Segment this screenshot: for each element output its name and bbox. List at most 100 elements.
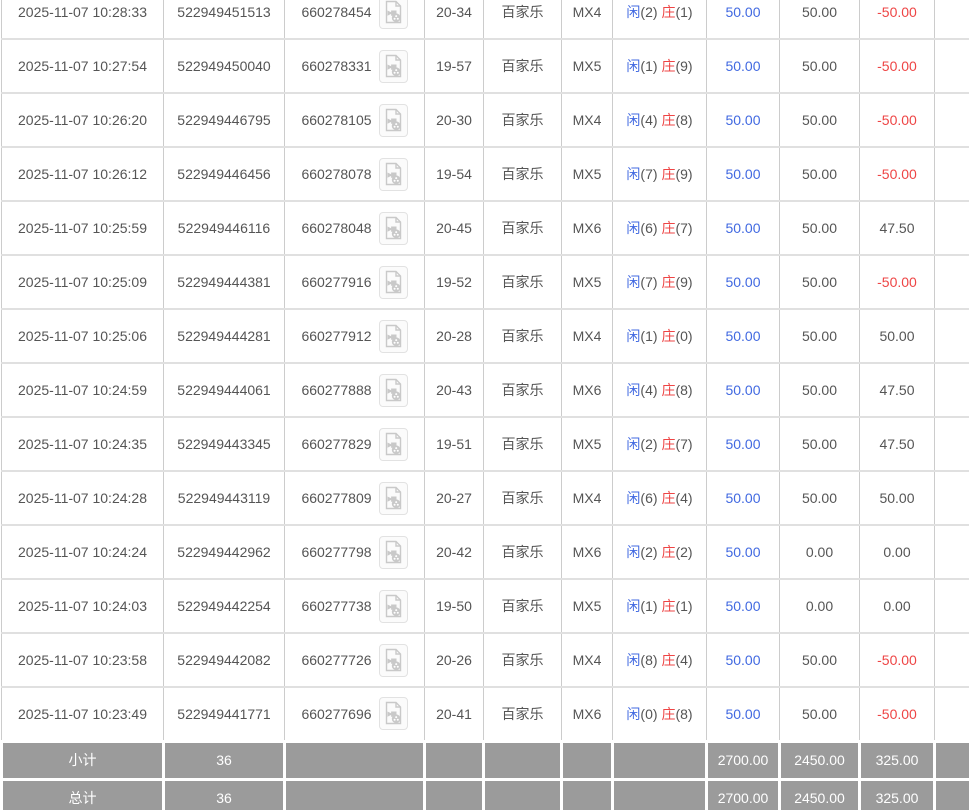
video-replay-button[interactable] [378,535,408,569]
cell-bet-id: 522949442962 [163,524,285,580]
cell-game-id: 660277829 [284,416,425,472]
cell-bet-time: 2025-11-07 10:28:33 [1,0,164,40]
cell-bet-time: 2025-11-07 10:26:12 [1,146,164,202]
game-id-text: 660277738 [301,598,372,614]
cell-game-name: 百家乐 [483,416,562,472]
cell-round: 19-57 [424,38,484,94]
cell-round: 20-26 [424,632,484,688]
game-id-text: 660277696 [301,705,372,722]
cell-empty [934,38,969,94]
bet-record-row: 2025-11-07 10:24:24 522949442962 6602777… [1,524,969,580]
player-result-count: (4) [640,112,658,128]
cell-bet-id: 522949446795 [163,92,285,148]
video-replay-button[interactable] [378,427,408,461]
total-empty-cell [423,777,485,810]
video-replay-button[interactable] [378,373,408,407]
cell-table-name: MX4 [561,92,613,148]
cell-payout: 47.50 [859,362,935,418]
cell-game-id: 660278105 [284,92,425,148]
cell-game-id: 660278048 [284,200,425,256]
player-result-char: 闲 [626,490,641,506]
banker-result-count: (7) [675,436,693,452]
cell-round: 19-50 [424,578,484,634]
cell-bet-id: 522949443119 [163,470,285,526]
video-replay-button[interactable] [378,0,408,29]
player-result-char: 闲 [626,58,641,74]
player-result-char: 闲 [626,166,641,182]
total-bet-total: 2700.00 [705,777,781,810]
video-replay-icon [385,324,401,347]
cell-table-name: MX5 [561,146,613,202]
cell-bet-id: 522949446116 [163,200,285,256]
game-id-text: 660277916 [301,274,372,290]
player-result-char: 闲 [626,544,641,560]
cell-table-name: MX5 [561,38,613,94]
cell-bet-amount: 50.00 [706,632,780,688]
banker-result-count: (9) [675,274,693,290]
player-result-char: 闲 [626,274,641,290]
table-footer: 小计 36 2700.00 2450.00 325.00 总计 36 [0,739,969,810]
banker-result-char: 庄 [661,598,676,614]
cell-game-name: 百家乐 [483,308,562,364]
video-replay-icon [385,486,401,509]
player-result-count: (1) [640,58,658,74]
cell-result: 闲(7) 庄(9) [612,254,707,310]
video-replay-button[interactable] [378,49,408,83]
cell-payout: -50.00 [859,0,935,40]
subtotal-empty-cell [482,739,563,781]
cell-bet-id: 522949446456 [163,146,285,202]
cell-game-name: 百家乐 [483,146,562,202]
video-replay-button[interactable] [378,211,408,245]
banker-result-count: (9) [675,166,693,182]
cell-empty [934,92,969,148]
cell-round: 20-27 [424,470,484,526]
cell-result: 闲(2) 庄(2) [612,524,707,580]
banker-result-char: 庄 [661,436,676,452]
cell-bet-id: 522949441771 [163,686,285,742]
cell-game-name: 百家乐 [483,362,562,418]
cell-result: 闲(1) 庄(0) [612,308,707,364]
cell-table-name: MX6 [561,200,613,256]
cell-bet-id: 522949444381 [163,254,285,310]
video-replay-button[interactable] [378,157,408,191]
cell-bet-id: 522949451513 [163,0,285,40]
total-empty-cell [560,777,614,810]
total-row: 总计 36 2700.00 2450.00 325.00 [0,777,969,810]
cell-bet-time: 2025-11-07 10:24:24 [1,524,164,580]
video-replay-button[interactable] [378,643,408,677]
cell-table-name: MX6 [561,686,613,742]
video-replay-button[interactable] [378,589,408,623]
game-id-text: 660277829 [301,436,372,452]
game-id-text: 660278331 [301,58,372,74]
bet-rows: 2025-11-07 10:28:33 522949451513 6602784… [1,0,969,742]
cell-result: 闲(2) 庄(1) [612,0,707,40]
video-replay-button[interactable] [378,265,408,299]
player-result-count: (2) [640,4,658,20]
total-empty-cell [283,777,426,810]
player-result-count: (1) [640,598,658,614]
cell-empty [934,146,969,202]
video-replay-button[interactable] [378,319,408,353]
subtotal-empty-cell [423,739,485,781]
video-replay-button[interactable] [378,481,408,515]
video-replay-button[interactable] [378,697,408,731]
cell-bet-amount: 50.00 [706,416,780,472]
video-replay-button[interactable] [378,103,408,137]
cell-empty [934,416,969,472]
cell-table-name: MX5 [561,254,613,310]
player-result-char: 闲 [626,328,641,344]
cell-round: 19-54 [424,146,484,202]
cell-result: 闲(6) 庄(7) [612,200,707,256]
video-replay-icon [385,0,401,23]
bet-record-row: 2025-11-07 10:25:09 522949444381 6602779… [1,254,969,310]
player-result-count: (7) [640,166,658,182]
banker-result-char: 庄 [661,705,676,722]
cell-payout: 0.00 [859,578,935,634]
bet-record-row: 2025-11-07 10:24:03 522949442254 6602777… [1,578,969,634]
cell-valid-amount: 50.00 [779,38,860,94]
cell-valid-amount: 50.00 [779,362,860,418]
banker-result-char: 庄 [661,652,676,668]
banker-result-count: (8) [675,705,693,722]
cell-table-name: MX5 [561,416,613,472]
cell-game-name: 百家乐 [483,254,562,310]
